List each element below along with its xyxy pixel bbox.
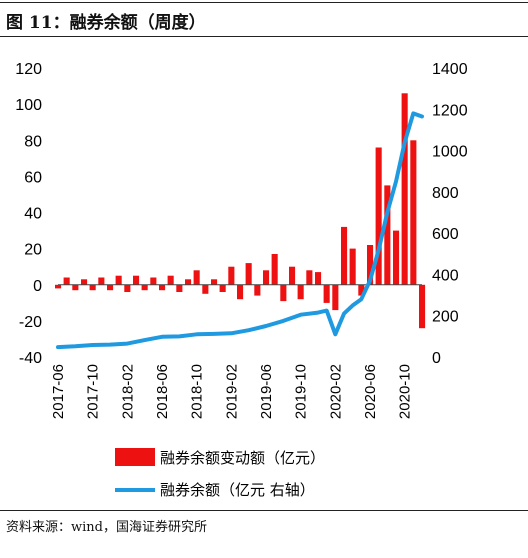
bar: [133, 275, 140, 285]
x-tick-label: 2019-02: [223, 364, 240, 419]
left-tick-label: 80: [24, 133, 42, 150]
bar: [219, 284, 226, 292]
bar: [393, 230, 400, 285]
bar: [341, 226, 348, 285]
legend: 融券余额变动额（亿元） 融券余额（亿元 右轴）: [115, 448, 325, 499]
x-tick-label: 2018-10: [189, 364, 206, 419]
legend-bar-label: 融券余额变动额（亿元）: [160, 449, 325, 467]
bar: [384, 185, 391, 285]
bar: [315, 272, 322, 285]
bar: [55, 284, 62, 289]
legend-line-label: 融券余额（亿元 右轴）: [160, 481, 315, 499]
left-tick-label: 60: [24, 169, 42, 186]
right-tick-label: 0: [432, 350, 441, 367]
legend-bar-swatch: [115, 448, 155, 466]
bar: [289, 266, 296, 285]
right-axis: 1400 1200 1000 800 600 400 200 0: [432, 61, 468, 367]
source-note: 资料来源：wind，国海证券研究所: [6, 520, 207, 535]
bar-series: [55, 93, 426, 329]
title-rule: [0, 36, 528, 37]
bar: [410, 140, 417, 285]
x-tick-label: 2017-06: [50, 364, 67, 419]
bar: [89, 284, 96, 291]
right-tick-label: 800: [432, 185, 459, 202]
page-title: 图 11：融券余额（周度）: [6, 13, 206, 33]
bar: [141, 284, 148, 291]
bar: [167, 275, 174, 285]
left-tick-label: 20: [24, 242, 42, 259]
bar: [323, 284, 330, 303]
left-tick-label: 0: [33, 278, 42, 295]
bar: [367, 245, 374, 285]
x-tick-label: 2020-06: [362, 364, 379, 419]
bar: [159, 284, 166, 291]
left-tick-label: 100: [15, 97, 42, 114]
bar: [375, 147, 382, 285]
bar: [98, 277, 105, 285]
bar: [245, 263, 252, 285]
x-tick-label: 2017-10: [85, 364, 102, 419]
bar: [237, 284, 244, 300]
left-tick-label: -20: [19, 314, 42, 331]
right-tick-label: 600: [432, 226, 459, 243]
bar: [228, 266, 235, 285]
bar: [332, 284, 339, 311]
bar: [150, 277, 157, 285]
bar: [185, 279, 192, 285]
footer-rule: [0, 510, 528, 511]
bar: [280, 284, 287, 302]
left-tick-label: -40: [19, 350, 42, 367]
x-tick-label: 2020-02: [327, 364, 344, 419]
right-tick-label: 1000: [432, 144, 468, 161]
bar: [115, 275, 122, 285]
bar: [358, 284, 365, 296]
bar: [401, 93, 408, 285]
bar: [107, 284, 114, 291]
bar: [263, 270, 270, 285]
bar: [254, 284, 261, 296]
bar: [176, 284, 183, 292]
right-tick-label: 1200: [432, 102, 468, 119]
bar: [72, 284, 79, 291]
right-tick-label: 400: [432, 267, 459, 284]
top-rule: [0, 2, 528, 3]
bar: [211, 279, 218, 285]
right-tick-label: 1400: [432, 61, 468, 78]
x-axis: 2017-06 2017-10 2018-02 2018-06 2018-10 2019-…: [50, 364, 414, 419]
x-tick-label: 2019-10: [293, 364, 310, 419]
bar: [271, 254, 278, 285]
bar: [419, 284, 426, 329]
right-tick-label: 200: [432, 309, 459, 326]
bar: [306, 270, 313, 285]
bar: [297, 284, 304, 300]
bar: [193, 270, 200, 285]
x-tick-label: 2018-06: [154, 364, 171, 419]
bar: [202, 284, 209, 294]
x-tick-label: 2018-02: [119, 364, 136, 419]
bar: [63, 277, 70, 285]
x-tick-label: 2019-06: [258, 364, 275, 419]
balance-line: [56, 111, 424, 350]
bar: [349, 248, 356, 285]
left-axis: 120 100 80 60 40 20 0 -20 -40: [15, 61, 42, 367]
left-tick-label: 120: [15, 61, 42, 78]
bar: [81, 279, 88, 285]
x-tick-label: 2020-10: [397, 364, 414, 419]
left-tick-label: 40: [24, 206, 42, 223]
bar: [124, 284, 131, 292]
